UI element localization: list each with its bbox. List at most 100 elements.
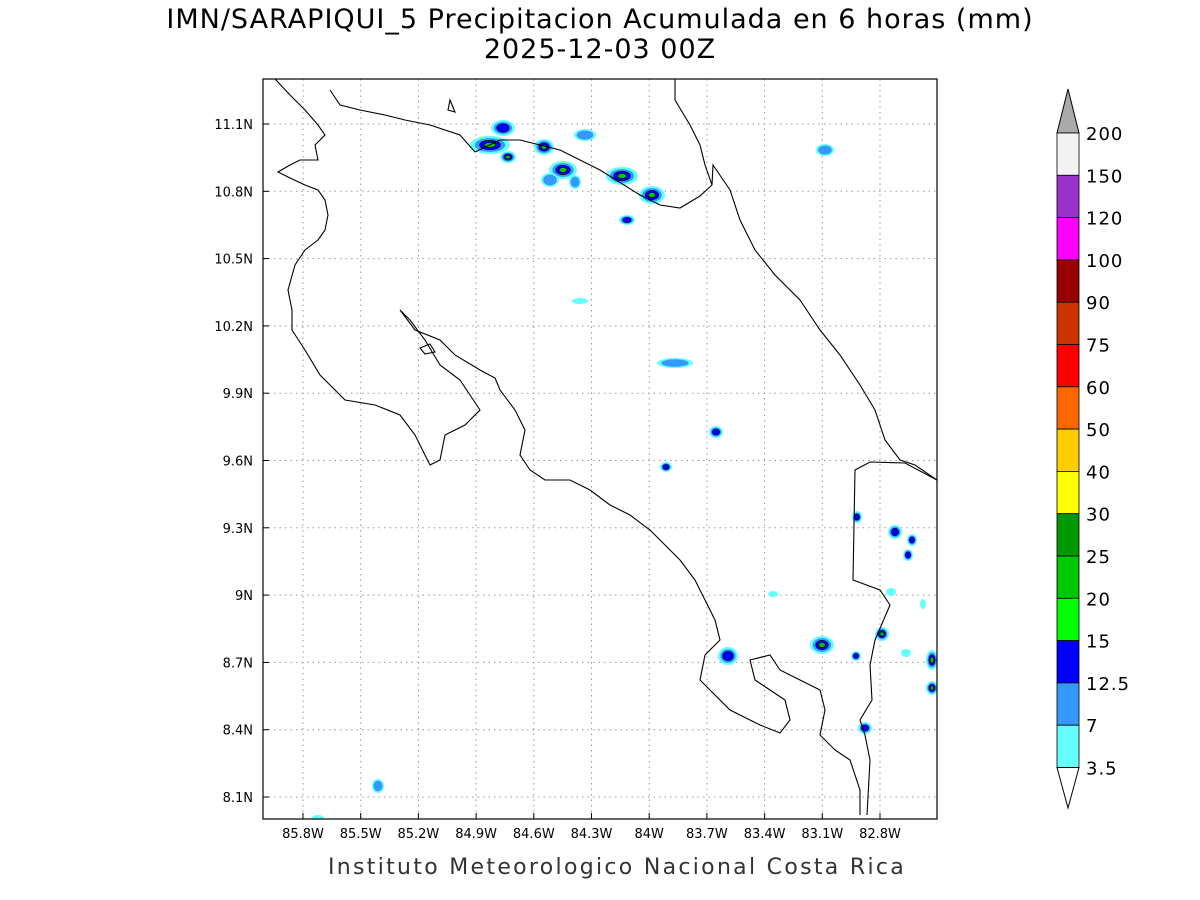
precip-contour <box>712 428 720 436</box>
lat-tick-label: 10.8N <box>214 185 253 200</box>
colorbar-swatch <box>1056 301 1080 345</box>
precip-cell <box>639 186 665 204</box>
nicaragua-border <box>329 89 713 209</box>
precip-cell <box>851 651 861 661</box>
colorbar-swatch <box>1056 597 1080 641</box>
precip-contour <box>879 631 885 637</box>
precipitation-cells <box>312 120 937 819</box>
lat-tick-label: 9.9N <box>223 387 253 402</box>
colorbar-legend: 200 150 120 100 90 75 60 50 40 30 25 20 15 12.5 7 3.5 <box>1056 88 1130 810</box>
island <box>419 343 436 355</box>
colorbar-label: 7 <box>1086 716 1098 737</box>
precip-contour <box>722 651 734 661</box>
precip-contour <box>930 656 934 664</box>
colorbar-under-arrow <box>1056 767 1080 810</box>
map-subtitle: 2025-12-03 00Z <box>483 34 717 65</box>
precip-contour <box>661 359 689 367</box>
colorbar-label: 75 <box>1086 336 1111 357</box>
precip-cell <box>903 549 913 561</box>
precip-contour <box>576 130 594 140</box>
colorbar-swatch <box>1056 640 1080 684</box>
precip-contour <box>662 464 670 470</box>
lat-tick-label: 11.1N <box>214 118 253 133</box>
precip-contour <box>570 176 580 188</box>
colorbar-swatch <box>1056 386 1080 430</box>
precip-cell <box>907 534 917 546</box>
colorbar-label: 50 <box>1086 420 1111 441</box>
colorbar-label: 120 <box>1086 209 1123 230</box>
precip-cell <box>718 647 738 665</box>
lon-tick-label: 83.7W <box>686 827 728 842</box>
colorbar-swatch <box>1056 259 1080 303</box>
lon-tick-label: 85.5W <box>340 827 382 842</box>
precip-contour <box>905 551 911 559</box>
colorbar-label: 25 <box>1086 547 1111 568</box>
colorbar-over-arrow <box>1056 88 1080 134</box>
precip-contour <box>558 167 568 173</box>
lon-tick-label: 85.2W <box>397 827 439 842</box>
colorbar-swatch <box>1056 470 1080 515</box>
colorbar-swatch <box>1056 724 1080 768</box>
precip-contour <box>818 145 832 155</box>
precip-contour <box>622 217 632 223</box>
colorbar-label: 12.5 <box>1086 674 1130 695</box>
precip-cell <box>572 298 588 304</box>
colorbar-swatch <box>1056 174 1080 219</box>
colorbar-label: 20 <box>1086 589 1111 610</box>
precip-contour <box>853 653 859 659</box>
precip-contour <box>543 174 557 186</box>
panama-border <box>852 461 937 816</box>
precip-cell <box>574 129 596 141</box>
lat-tick-label: 9.6N <box>223 455 253 470</box>
colorbar-label: 100 <box>1086 251 1123 272</box>
map-frame <box>262 78 938 820</box>
precip-contour <box>930 685 934 691</box>
precip-cell <box>606 167 638 185</box>
lat-tick-label: 9.3N <box>223 522 253 537</box>
precip-contour <box>373 780 383 792</box>
lon-tick-label: 84.3W <box>571 827 613 842</box>
lat-tick-label: 8.4N <box>223 724 253 739</box>
lon-tick-label: 83.1W <box>801 827 843 842</box>
precip-cell <box>886 588 896 596</box>
precip-contour <box>648 192 656 198</box>
colorbar-swatch <box>1056 344 1080 388</box>
colorbar-swatch <box>1056 682 1080 726</box>
colorbar-label: 15 <box>1086 632 1111 653</box>
precip-cell <box>491 120 515 136</box>
colorbar-label: 30 <box>1086 505 1111 526</box>
precip-contour <box>854 513 860 521</box>
precip-cell <box>312 815 324 819</box>
colorbar-label: 40 <box>1086 462 1111 483</box>
precip-contour <box>891 528 899 536</box>
lat-tick-label: 9N <box>235 589 253 604</box>
precip-cell <box>901 649 911 657</box>
lat-tick-label: 8.7N <box>223 656 253 671</box>
precip-contour <box>768 591 778 597</box>
precip-cell <box>569 175 581 189</box>
lat-tick-label: 8.1N <box>223 791 253 806</box>
precip-cell <box>500 151 516 163</box>
caribbean-coast <box>674 79 937 481</box>
precip-cell <box>926 650 937 670</box>
colorbar-swatch <box>1056 132 1080 176</box>
island <box>447 98 456 113</box>
precip-cell <box>768 591 778 597</box>
precip-cell <box>657 358 693 368</box>
precip-contour <box>920 599 926 609</box>
precip-contour <box>818 642 826 648</box>
lon-tick-label: 82.8W <box>859 827 901 842</box>
precip-cell <box>549 161 577 179</box>
colorbar-label: 150 <box>1086 166 1123 187</box>
lon-tick-label: 84W <box>634 827 664 842</box>
colorbar-label: 200 <box>1086 124 1123 145</box>
precip-cell <box>858 722 872 734</box>
precip-contour <box>909 536 915 544</box>
precip-contour <box>617 173 627 179</box>
axis-ticks: 85.8W 85.5W 85.2W 84.9W 84.6W 84.3W 84W 83.7W 83… <box>214 118 901 842</box>
lon-tick-label: 85.8W <box>282 827 324 842</box>
colorbar-label: 60 <box>1086 378 1111 399</box>
colorbar-swatch <box>1056 428 1080 472</box>
precip-cell <box>660 462 672 472</box>
